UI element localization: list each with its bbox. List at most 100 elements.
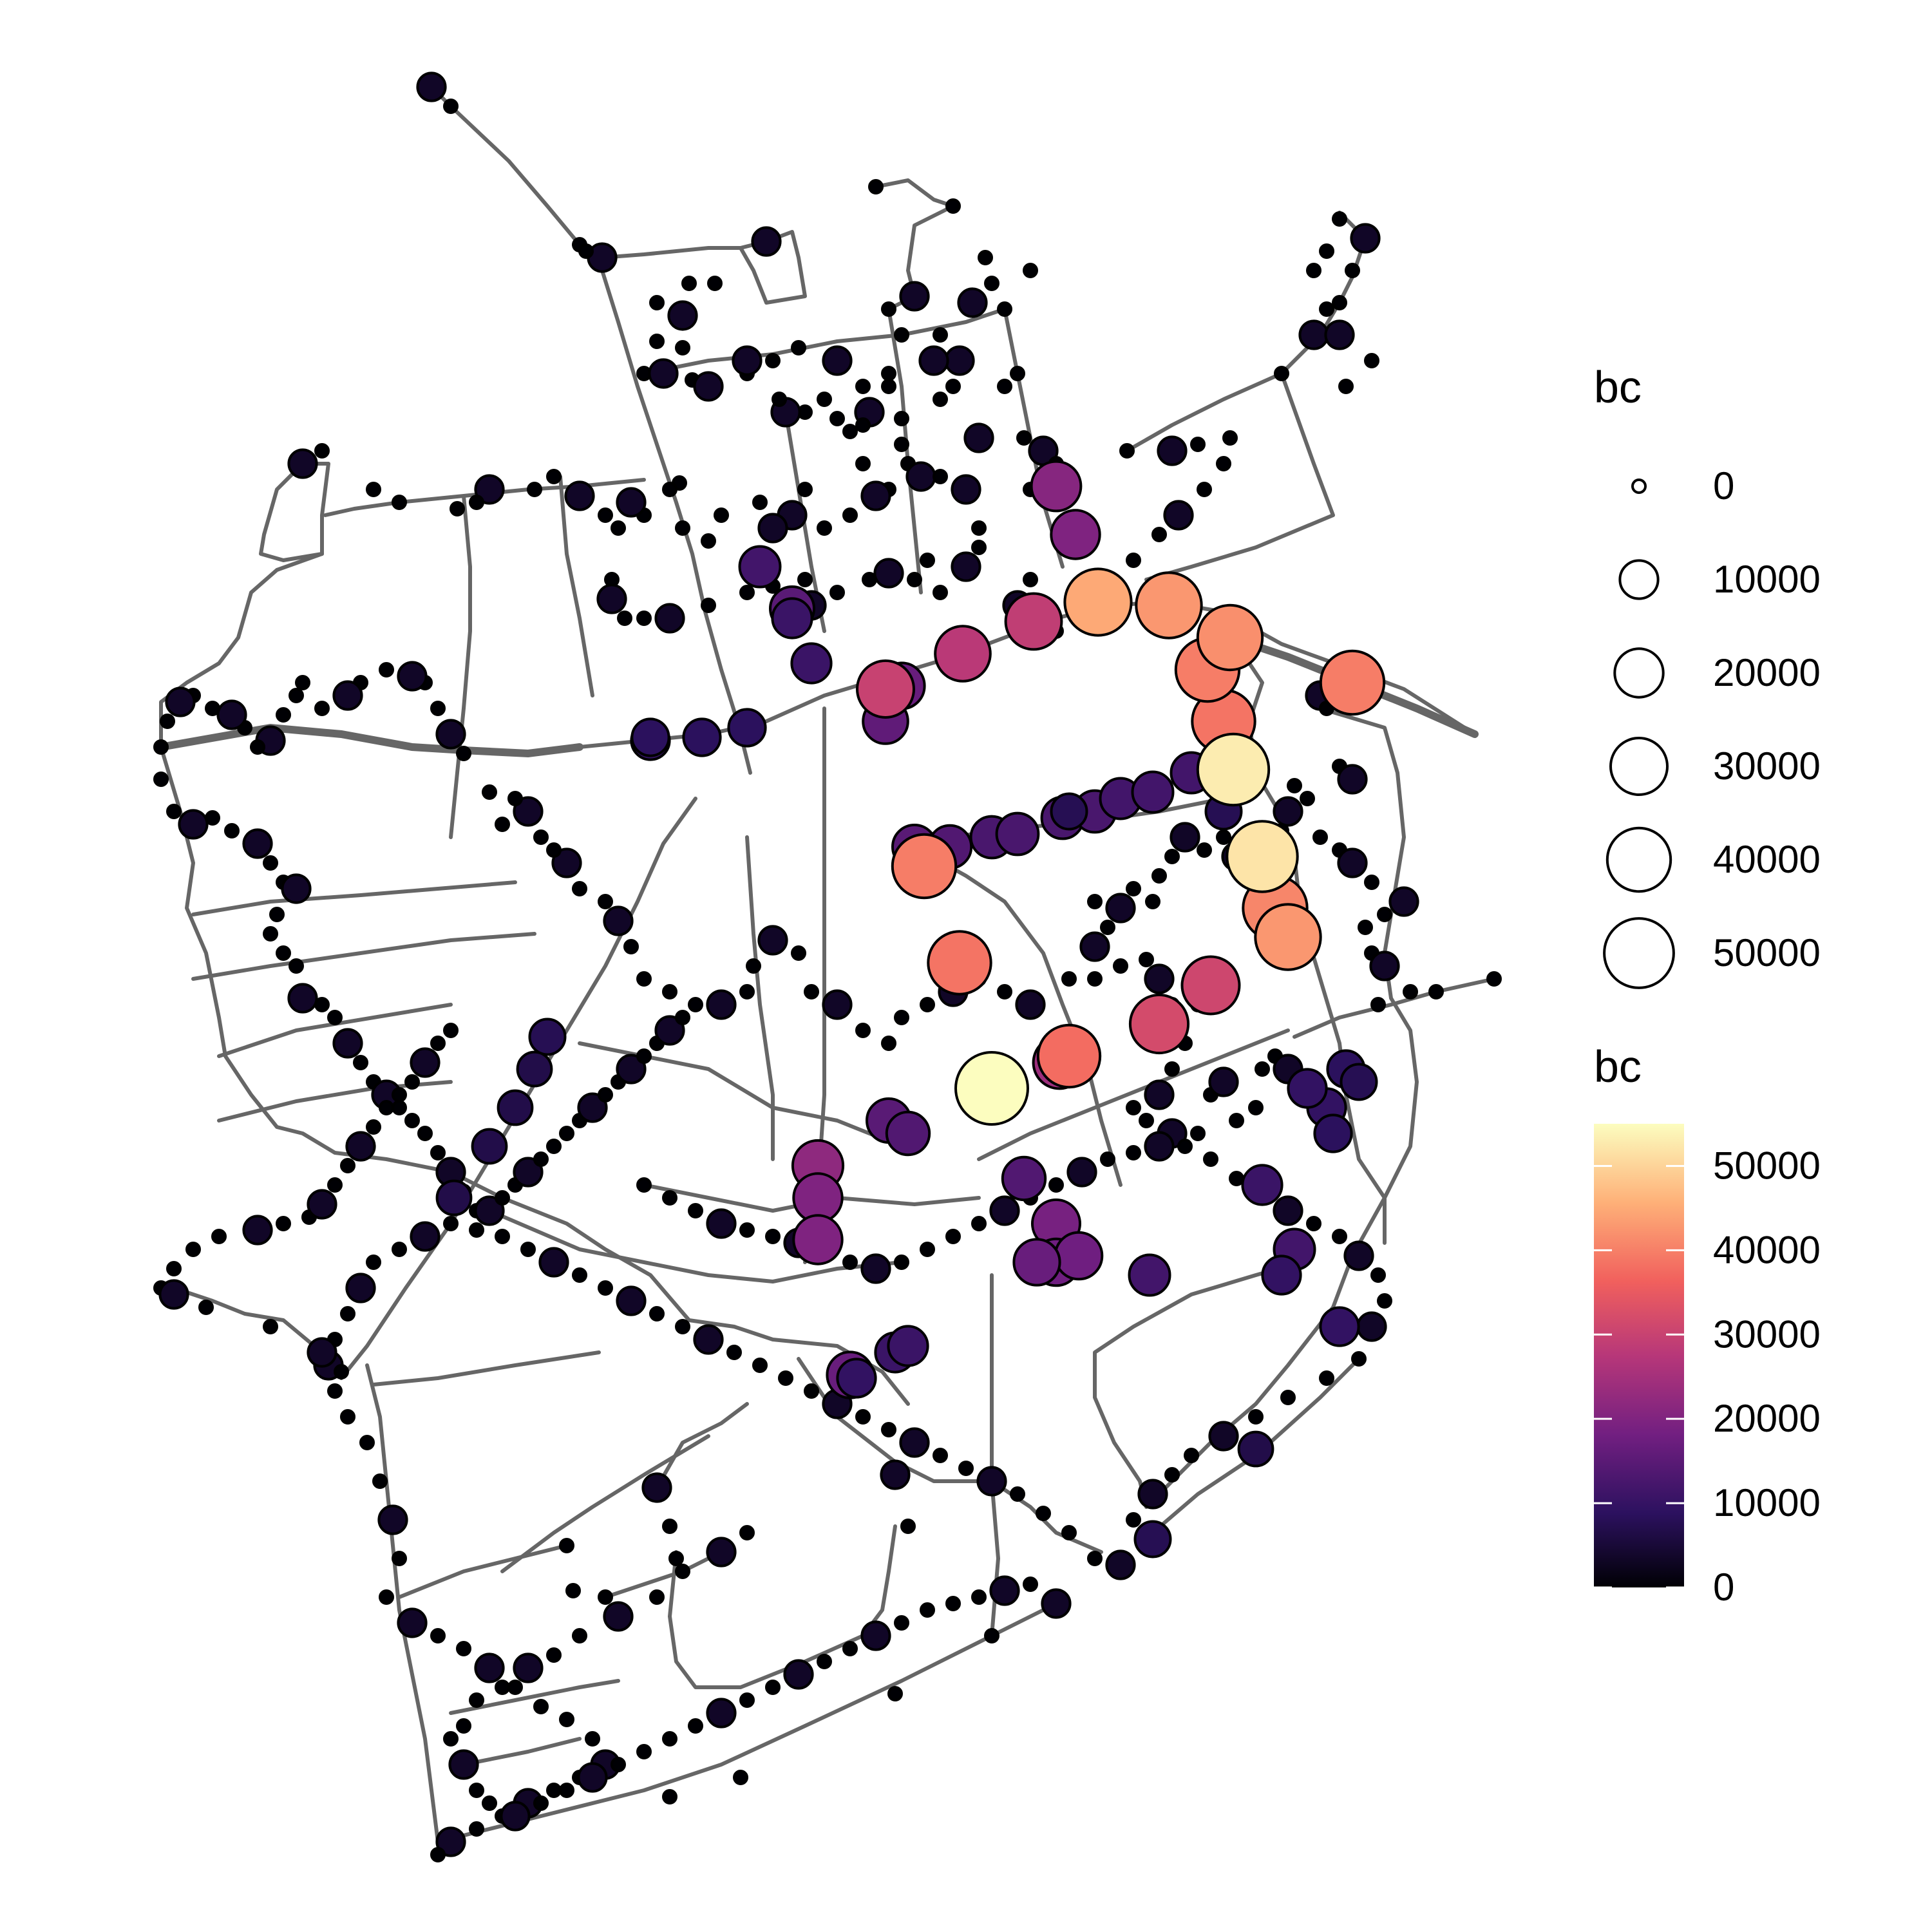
network-node: [706, 1208, 737, 1239]
network-node: [334, 1364, 349, 1379]
network-node: [596, 583, 627, 614]
network-node: [1126, 881, 1141, 896]
edge-central-diag: [906, 842, 1122, 1187]
network-node: [314, 997, 330, 1012]
network-node: [1273, 796, 1303, 827]
network-node: [654, 603, 685, 634]
network-node: [1151, 527, 1167, 542]
network-node: [746, 958, 761, 974]
color-legend-title: bc: [1594, 1041, 1642, 1092]
network-node: [963, 422, 994, 453]
network-node: [559, 1126, 574, 1141]
network-node: [1486, 971, 1502, 987]
network-node: [1403, 984, 1418, 999]
edge-south-central: [990, 1273, 1000, 1638]
network-node: [340, 1306, 355, 1321]
network-node: [392, 1100, 407, 1115]
network-node: [430, 701, 446, 716]
network-node: [920, 1602, 935, 1618]
network-node: [1151, 868, 1167, 884]
edge-east-box: [1144, 372, 1335, 582]
network-node: [410, 1047, 440, 1078]
network-node: [392, 1087, 407, 1103]
network-node: [1222, 430, 1238, 446]
network-node: [1273, 1195, 1303, 1226]
network-node: [1048, 1177, 1064, 1193]
network-node: [797, 482, 813, 497]
network-node: [559, 1538, 574, 1553]
network-node: [933, 585, 948, 600]
edge-west-arc-low: [159, 745, 910, 1406]
network-node: [1023, 1577, 1038, 1592]
network-node: [533, 1795, 549, 1811]
network-node: [636, 971, 652, 987]
network-node: [958, 1461, 974, 1476]
network-node: [693, 371, 724, 402]
color-legend-label: 20000: [1713, 1397, 1821, 1440]
edge-west-grid-1: [191, 880, 517, 916]
network-node: [900, 1519, 916, 1534]
network-node: [1229, 1113, 1244, 1128]
network-node: [1248, 1100, 1264, 1115]
network-node: [1105, 893, 1136, 923]
network-node: [1343, 1240, 1374, 1271]
network-node: [416, 71, 447, 102]
network-node: [1388, 886, 1419, 917]
network-node: [945, 1596, 961, 1611]
network-node: [894, 1010, 909, 1025]
network-node: [205, 810, 220, 826]
network-node: [641, 1472, 672, 1503]
network-node: [765, 1229, 781, 1244]
network-node: [772, 392, 787, 407]
network-node-high: [1254, 903, 1322, 971]
network-node: [817, 520, 832, 536]
network-node: [688, 1718, 703, 1734]
network-node: [880, 1459, 911, 1490]
edge-southeast: [1093, 1260, 1303, 1509]
network-node: [1190, 1126, 1206, 1141]
network-node: [688, 1203, 703, 1218]
network-node: [688, 997, 703, 1012]
network-node: [366, 482, 381, 497]
size-legend-label: 10000: [1713, 558, 1821, 601]
network-node: [507, 1680, 523, 1695]
network-node: [495, 1680, 510, 1695]
network-node: [533, 829, 549, 845]
network-node: [289, 688, 304, 703]
network-node: [469, 1821, 484, 1837]
network-node: [443, 1731, 459, 1747]
edge-southwest-stair: [397, 1544, 569, 1599]
network-node: [757, 513, 788, 544]
network-node: [905, 461, 936, 492]
network-node-mid: [1340, 1063, 1378, 1101]
network-node: [372, 1473, 388, 1489]
edge-west-arc: [159, 552, 324, 749]
network-node: [1370, 1267, 1386, 1283]
network-node: [881, 1036, 896, 1051]
network-node: [951, 474, 981, 505]
network-node: [1170, 822, 1200, 853]
network-node: [397, 661, 428, 692]
size-legend-title: bc: [1594, 362, 1642, 412]
network-node: [649, 334, 665, 349]
network-node: [276, 707, 291, 723]
network-node: [242, 1215, 273, 1245]
edge-south-mid: [655, 1402, 749, 1490]
network-node: [1137, 1479, 1168, 1510]
network-node: [1190, 437, 1206, 452]
edge-northwest-road: [430, 85, 752, 775]
network-node: [706, 1537, 737, 1567]
network-node: [989, 1575, 1020, 1606]
network-node: [989, 1195, 1020, 1226]
network-node-mid: [738, 545, 782, 589]
network-node: [675, 340, 690, 355]
network-node: [997, 984, 1012, 999]
network-node: [289, 958, 304, 974]
network-node: [559, 1783, 574, 1798]
network-node: [1100, 920, 1115, 935]
network-node: [675, 1010, 690, 1025]
network-node: [616, 1285, 647, 1316]
network-node: [332, 680, 363, 711]
network-node: [752, 1358, 768, 1373]
